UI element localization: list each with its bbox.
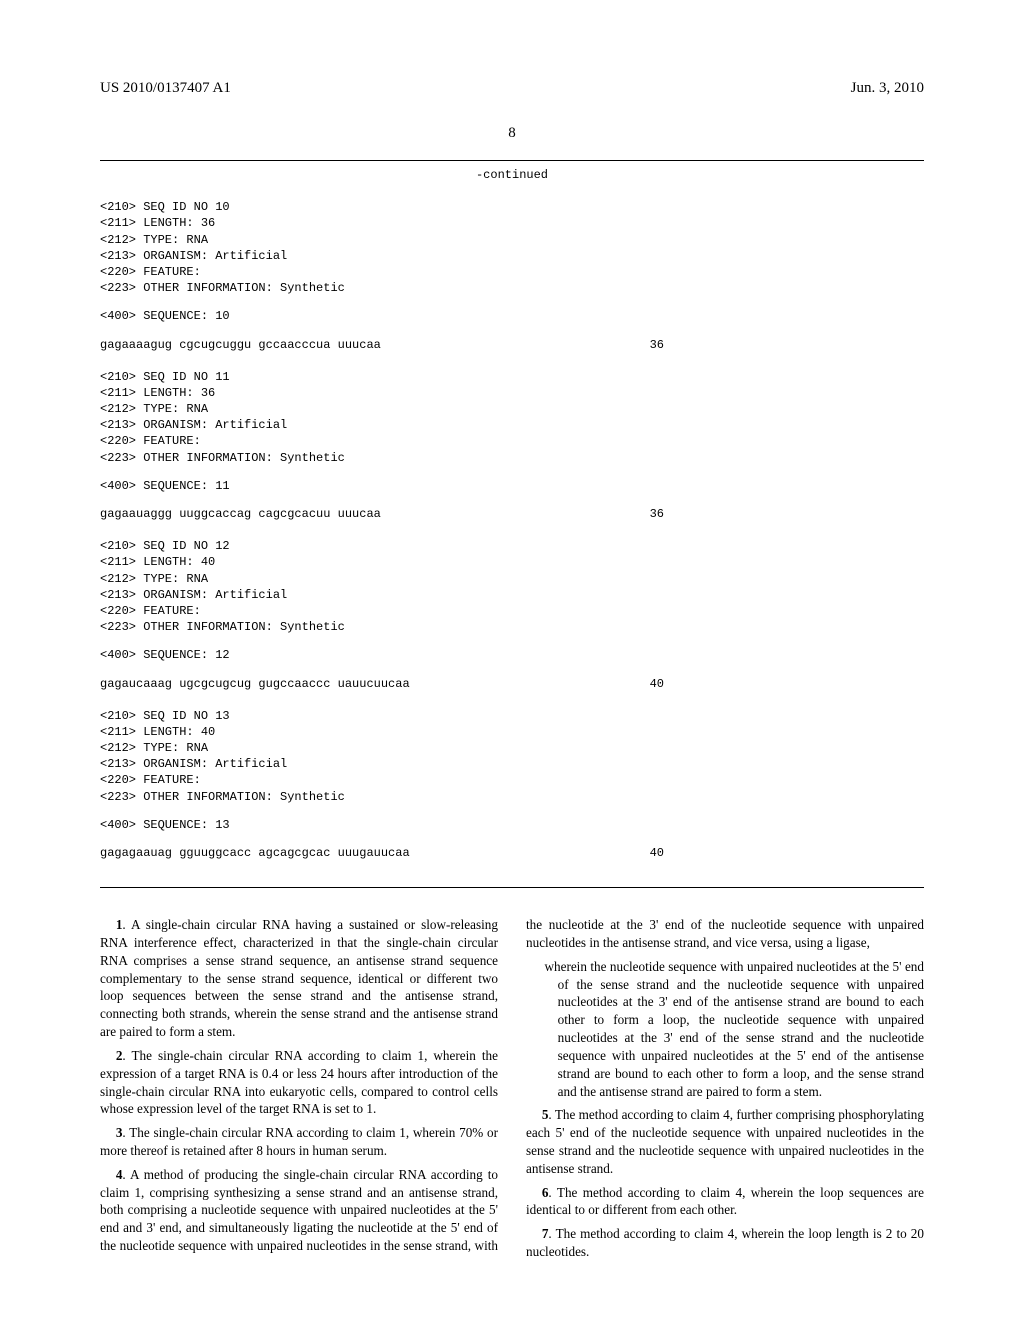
continued-label: -continued (100, 167, 924, 183)
sequence-meta-line: <220> FEATURE: (100, 264, 924, 280)
sequence-line: gagagaauag gguuggcacc agcagcgcac uuugauu… (100, 845, 924, 861)
sequence-line: gagaucaaag ugcgcugcug gugccaaccc uauucuu… (100, 676, 924, 692)
claim-text: . The method according to claim 4, where… (526, 1185, 924, 1218)
sequence-label: <400> SEQUENCE: 10 (100, 308, 924, 324)
sequence-meta-line: <212> TYPE: RNA (100, 401, 924, 417)
page-header: US 2010/0137407 A1 Jun. 3, 2010 (100, 80, 924, 97)
sequence-meta-line: <213> ORGANISM: Artificial (100, 417, 924, 433)
sequence-block: <210> SEQ ID NO 10<211> LENGTH: 36<212> … (100, 199, 924, 353)
sequence-block: <210> SEQ ID NO 12<211> LENGTH: 40<212> … (100, 538, 924, 692)
sequence-length: 40 (650, 845, 924, 861)
sequence-label: <400> SEQUENCE: 12 (100, 647, 924, 663)
claim: 2. The single-chain circular RNA accordi… (100, 1047, 498, 1118)
claim: 6. The method according to claim 4, wher… (526, 1184, 924, 1220)
sequence-text: gagagaauag gguuggcacc agcagcgcac uuugauu… (100, 845, 410, 861)
claim: 7. The method according to claim 4, wher… (526, 1225, 924, 1261)
sequence-meta-line: <223> OTHER INFORMATION: Synthetic (100, 619, 924, 635)
sequence-text: gagaaaagug cgcugcuggu gccaacccua uuucaa (100, 337, 381, 353)
sequence-meta-line: <220> FEATURE: (100, 603, 924, 619)
sequence-meta-line: <211> LENGTH: 40 (100, 724, 924, 740)
sequence-meta-line: <211> LENGTH: 36 (100, 385, 924, 401)
sequence-meta-line: <223> OTHER INFORMATION: Synthetic (100, 450, 924, 466)
sequence-meta-line: <223> OTHER INFORMATION: Synthetic (100, 789, 924, 805)
claim-text: . The single-chain circular RNA accordin… (100, 1048, 498, 1116)
publication-date: Jun. 3, 2010 (851, 80, 924, 97)
sequence-block: <210> SEQ ID NO 13<211> LENGTH: 40<212> … (100, 708, 924, 862)
sequence-text: gagaucaaag ugcgcugcug gugccaaccc uauucuu… (100, 676, 410, 692)
sequence-meta-line: <212> TYPE: RNA (100, 232, 924, 248)
sequence-text: gagaauaggg uuggcaccag cagcgcacuu uuucaa (100, 506, 381, 522)
sequence-length: 36 (650, 337, 924, 353)
sequence-meta-line: <210> SEQ ID NO 12 (100, 538, 924, 554)
sequence-meta-line: <220> FEATURE: (100, 772, 924, 788)
sequence-line: gagaaaagug cgcugcuggu gccaacccua uuucaa 3… (100, 337, 924, 353)
claim: 3. The single-chain circular RNA accordi… (100, 1124, 498, 1160)
sequence-length: 36 (650, 506, 924, 522)
sequence-meta-line: <213> ORGANISM: Artificial (100, 756, 924, 772)
sequence-meta-line: <211> LENGTH: 40 (100, 554, 924, 570)
claim: 5. The method according to claim 4, furt… (526, 1106, 924, 1177)
claim-text: . A single-chain circular RNA having a s… (100, 917, 498, 1039)
claim: 1. A single-chain circular RNA having a … (100, 916, 498, 1041)
page-number: 8 (100, 125, 924, 142)
sequence-line: gagaauaggg uuggcaccag cagcgcacuu uuucaa 3… (100, 506, 924, 522)
sequence-meta-line: <211> LENGTH: 36 (100, 215, 924, 231)
page: US 2010/0137407 A1 Jun. 3, 2010 8 -conti… (0, 0, 1024, 1320)
sequence-meta-line: <210> SEQ ID NO 13 (100, 708, 924, 724)
claim-text: . The single-chain circular RNA accordin… (100, 1125, 498, 1158)
claims-section: 1. A single-chain circular RNA having a … (100, 916, 924, 1261)
sequence-listing: -continued <210> SEQ ID NO 10<211> LENGT… (100, 160, 924, 888)
sequence-meta-line: <210> SEQ ID NO 10 (100, 199, 924, 215)
sequence-meta-line: <212> TYPE: RNA (100, 740, 924, 756)
sequence-meta-line: <210> SEQ ID NO 11 (100, 369, 924, 385)
sequence-block: <210> SEQ ID NO 11<211> LENGTH: 36<212> … (100, 369, 924, 523)
publication-number: US 2010/0137407 A1 (100, 80, 231, 97)
sequence-meta-line: <213> ORGANISM: Artificial (100, 248, 924, 264)
claim-text: . The method according to claim 4, furth… (526, 1107, 924, 1175)
sequence-meta-line: <223> OTHER INFORMATION: Synthetic (100, 280, 924, 296)
sequence-length: 40 (650, 676, 924, 692)
claim-text: . The method according to claim 4, where… (526, 1226, 924, 1259)
claim-wherein: wherein the nucleotide sequence with unp… (544, 958, 924, 1101)
sequence-label: <400> SEQUENCE: 13 (100, 817, 924, 833)
sequence-meta-line: <220> FEATURE: (100, 433, 924, 449)
sequence-label: <400> SEQUENCE: 11 (100, 478, 924, 494)
sequence-meta-line: <213> ORGANISM: Artificial (100, 587, 924, 603)
sequence-meta-line: <212> TYPE: RNA (100, 571, 924, 587)
